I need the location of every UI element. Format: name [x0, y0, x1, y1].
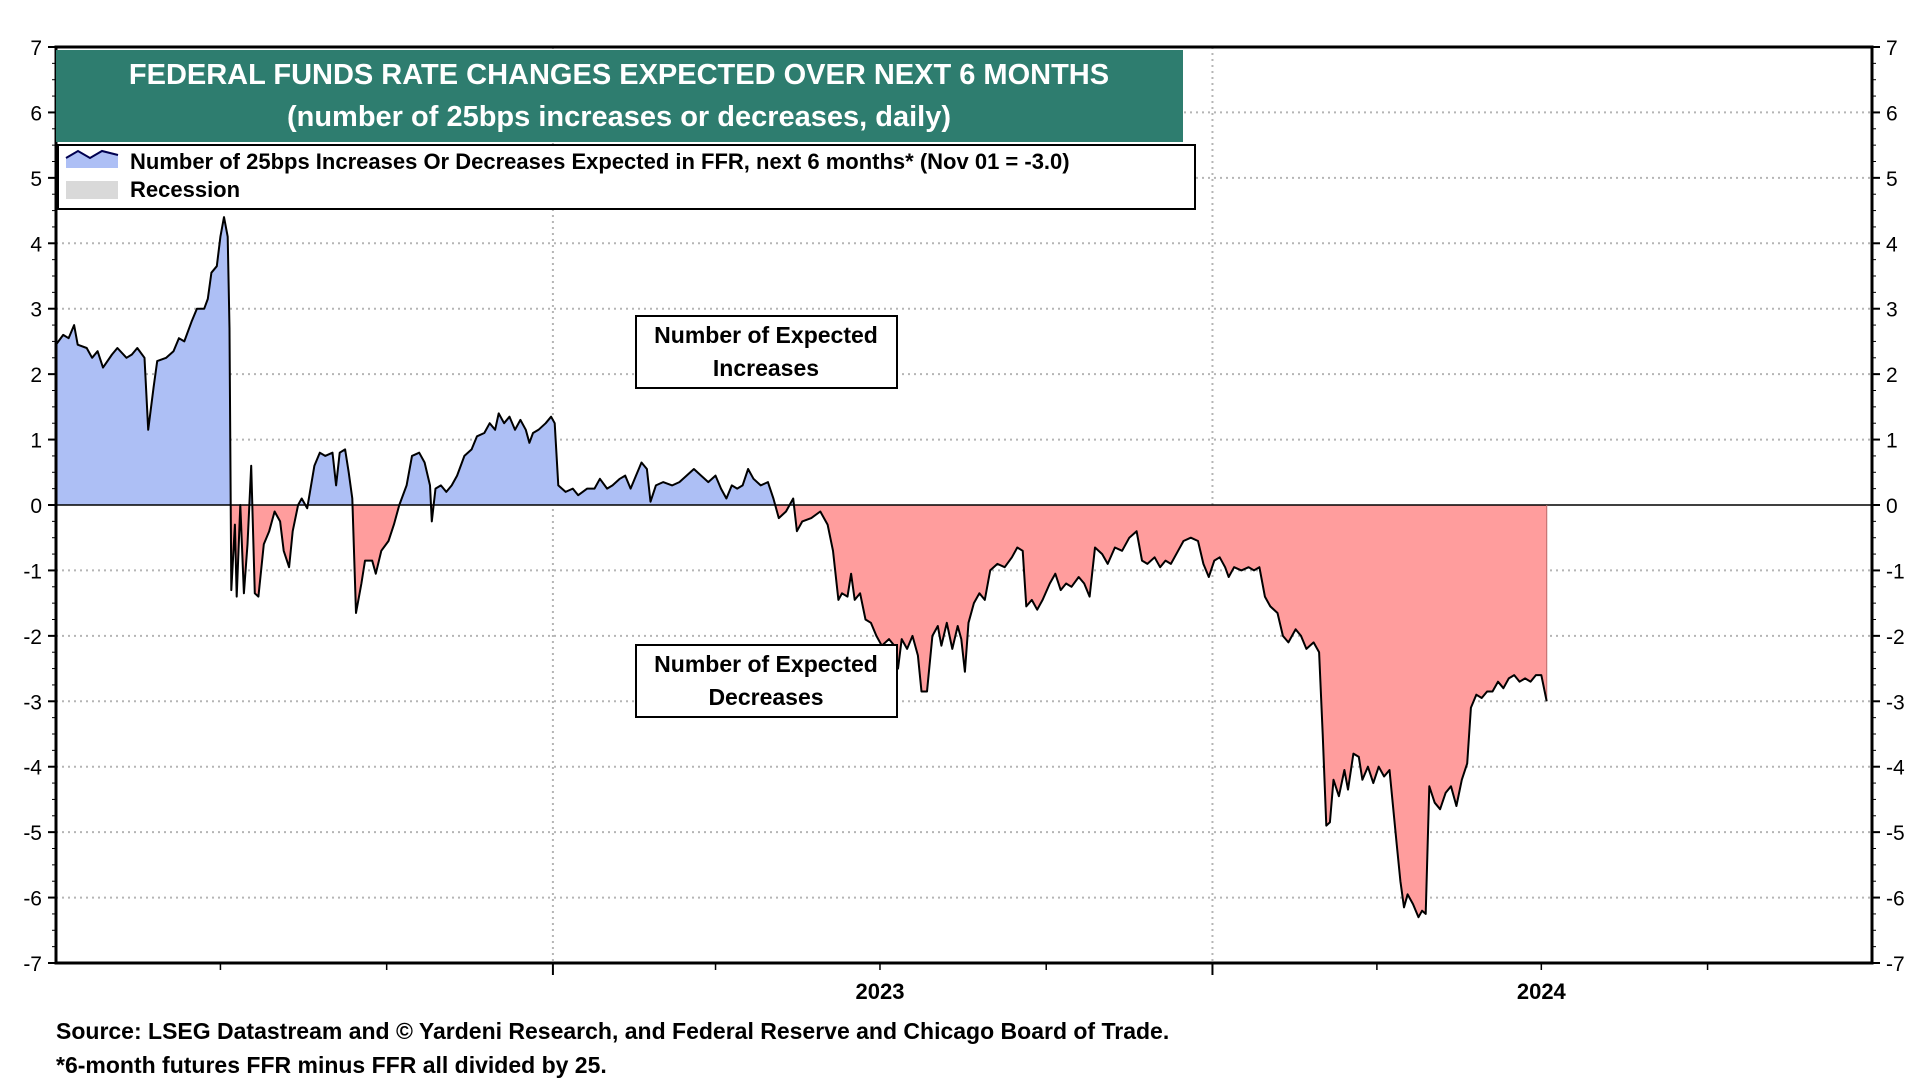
- y-tick-label-right: 7: [1886, 37, 1898, 60]
- y-tick-label-right: 2: [1886, 364, 1898, 387]
- y-tick-label-left: 5: [30, 168, 42, 191]
- annotation-decreases-line2: Decreases: [708, 684, 823, 710]
- x-year-label: 2024: [1517, 979, 1567, 1004]
- x-year-label: 2023: [855, 979, 904, 1004]
- title-box: FEDERAL FUNDS RATE CHANGES EXPECTED OVER…: [56, 50, 1183, 142]
- series-line: [55, 216, 1548, 919]
- y-tick-label-right: 3: [1886, 299, 1898, 322]
- title-background: [56, 50, 1183, 142]
- legend-recession-swatch: [66, 181, 118, 199]
- y-tick-label-left: -7: [23, 953, 42, 976]
- source-note: Source: LSEG Datastream and © Yardeni Re…: [56, 1018, 1170, 1044]
- y-tick-label-right: 5: [1886, 168, 1898, 191]
- legend-series-label: Number of 25bps Increases Or Decreases E…: [130, 149, 1070, 174]
- y-tick-label-right: 0: [1886, 495, 1898, 518]
- chart-title: FEDERAL FUNDS RATE CHANGES EXPECTED OVER…: [129, 59, 1109, 91]
- axes: -7 -7 -6 -6 -5 -5 -4 -4 -3 -3 -2 -2 -1 -1 0 0 1 1 2 2 3 3 4 4 5 5…: [23, 37, 1905, 1004]
- y-tick-label-left: 1: [30, 430, 42, 453]
- y-tick-label-left: 6: [30, 102, 42, 125]
- annotation-decreases-box: [635, 644, 898, 718]
- annotation-increases: Number of Expected Increases: [635, 315, 898, 389]
- y-tick-label-right: -6: [1886, 888, 1905, 911]
- area-fills: [56, 217, 1547, 918]
- legend-recession-label: Recession: [130, 177, 240, 202]
- chart-subtitle: (number of 25bps increases or decreases,…: [287, 101, 951, 133]
- y-tick-label-left: -4: [23, 757, 42, 780]
- zero-line: [56, 504, 1872, 702]
- y-tick-label-right: -5: [1886, 822, 1905, 845]
- gridlines: [56, 47, 1872, 963]
- annotation-increases-line1: Number of Expected: [654, 322, 878, 348]
- y-tick-label-right: -4: [1886, 757, 1905, 780]
- y-tick-label-right: 6: [1886, 102, 1898, 125]
- annotation-decreases-line1: Number of Expected: [654, 651, 878, 677]
- y-tick-label-right: 4: [1886, 233, 1898, 256]
- y-tick-label-left: -5: [23, 822, 42, 845]
- y-tick-label-left: 0: [30, 495, 42, 518]
- y-tick-label-left: 2: [30, 364, 42, 387]
- y-tick-label-left: -2: [23, 626, 42, 649]
- y-tick-label-left: -1: [23, 560, 42, 583]
- y-tick-label-left: 7: [30, 37, 42, 60]
- y-tick-label-right: -7: [1886, 953, 1905, 976]
- y-tick-label-left: 4: [30, 233, 42, 256]
- y-tick-label-left: 3: [30, 299, 42, 322]
- y-tick-label-right: -3: [1886, 691, 1905, 714]
- annotation-increases-box: [635, 315, 898, 389]
- footnote: *6-month futures FFR minus FFR all divid…: [56, 1052, 607, 1078]
- y-tick-label-right: -1: [1886, 560, 1905, 583]
- legend: Number of 25bps Increases Or Decreases E…: [57, 144, 1196, 210]
- series-line-path: [55, 216, 1548, 919]
- y-tick-label-right: -2: [1886, 626, 1905, 649]
- positive-area: [56, 217, 1547, 505]
- negative-area: [56, 505, 1547, 918]
- annotation-increases-line2: Increases: [713, 355, 819, 381]
- legend-series-swatch-line: [65, 149, 119, 160]
- annotation-decreases: Number of Expected Decreases: [635, 644, 898, 718]
- y-tick-label-left: -6: [23, 888, 42, 911]
- legend-series-swatch-fill: [66, 151, 118, 168]
- legend-box: [57, 144, 1196, 210]
- y-tick-label-left: -3: [23, 691, 42, 714]
- y-tick-label-right: 1: [1886, 430, 1898, 453]
